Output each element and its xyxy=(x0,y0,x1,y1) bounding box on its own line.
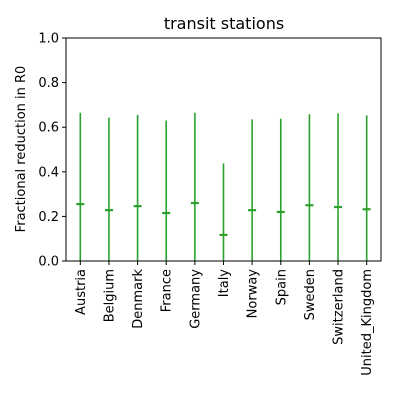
y-tick-label: 0.2 xyxy=(38,210,59,225)
x-tick-label: Sweden xyxy=(303,269,318,320)
x-tick-label: Italy xyxy=(217,269,232,298)
axes: 0.0 0.2 0.4 0.6 0.8 1.0 Austria Belgium Denmark F… xyxy=(38,32,382,376)
x-tick-label: Denmark xyxy=(131,269,146,329)
x-tick-label: France xyxy=(160,269,175,312)
y-axis-label: Fractional reduction in R0 xyxy=(14,66,29,233)
x-tick-label: United_Kingdom xyxy=(360,269,375,376)
x-tick-label: Belgium xyxy=(102,269,117,322)
chart-title: transit stations xyxy=(164,14,284,33)
x-tick-label: Switzerland xyxy=(332,269,347,345)
y-tick-label: 0.6 xyxy=(38,121,59,136)
x-tick-label: Spain xyxy=(274,269,289,305)
x-tick-label: Germany xyxy=(188,269,203,329)
y-tick-label: 1.0 xyxy=(38,32,59,47)
y-tick-label: 0.0 xyxy=(38,255,59,270)
x-tick-label: Austria xyxy=(74,269,89,315)
plot-area xyxy=(76,112,371,261)
y-tick-label: 0.4 xyxy=(38,165,59,180)
x-tick-label: Norway xyxy=(246,269,261,319)
y-tick-label: 0.8 xyxy=(38,76,59,91)
